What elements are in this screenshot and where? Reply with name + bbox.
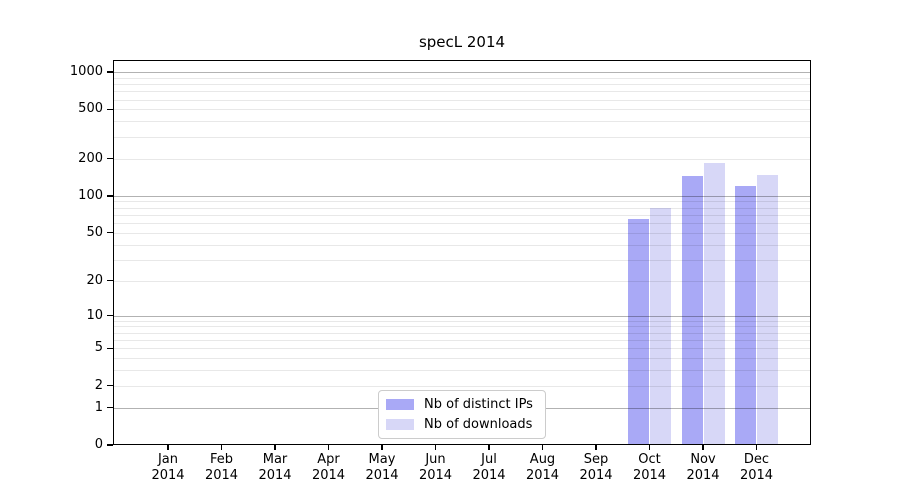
gridline-minor [113, 385, 811, 387]
gridline-minor [113, 158, 811, 160]
y-tick-mark [107, 384, 113, 387]
x-tick-mark [702, 445, 704, 450]
gridline-minor [113, 91, 811, 93]
gridline-minor [113, 358, 811, 360]
gridline-minor [113, 320, 811, 322]
y-tick-label: 1 [94, 399, 103, 415]
legend: Nb of distinct IPs Nb of downloads [378, 390, 546, 439]
x-tick-label: Apr 2014 [311, 452, 346, 483]
bar-downloads-nov [703, 163, 725, 445]
gridline-minor [113, 223, 811, 225]
bar-downloads-oct [650, 207, 671, 445]
legend-entry-distinct-ips: Nb of distinct IPs [386, 397, 533, 412]
y-tick-mark [107, 314, 113, 317]
x-tick-label: Mar 2014 [258, 452, 292, 483]
gridline-minor [113, 244, 811, 246]
y-tick-mark [107, 444, 113, 446]
x-tick-mark [595, 445, 597, 450]
legend-swatch-distinct-ips-icon [386, 399, 414, 410]
y-tick-mark [107, 195, 113, 197]
gridline-major [113, 315, 811, 317]
y-tick-label: 1000 [69, 64, 103, 80]
gridline-minor [113, 99, 811, 101]
legend-swatch-downloads-icon [386, 419, 414, 430]
x-tick-mark [434, 445, 437, 450]
bars-layer [113, 60, 811, 445]
y-tick-label: 0 [94, 437, 103, 452]
x-tick-label: Jun 2014 [418, 452, 453, 483]
y-tick-mark [107, 71, 113, 73]
x-tick-mark [541, 445, 544, 450]
y-tick-label: 5 [94, 340, 103, 356]
chart-title: specL 2014 [418, 33, 506, 51]
x-tick-label: Nov 2014 [686, 452, 720, 483]
gridline-minor [113, 259, 811, 261]
x-tick-label: May 2014 [365, 452, 399, 483]
x-tick-mark [274, 445, 276, 450]
y-tick-label: 10 [86, 307, 103, 323]
gridline-minor [113, 326, 811, 328]
gridline-minor [113, 84, 811, 86]
gridline-major [113, 195, 811, 197]
x-tick-mark [327, 445, 330, 450]
bar-downloads-dec [757, 175, 778, 445]
y-tick-mark [107, 347, 113, 350]
x-tick-label: Sep 2014 [579, 452, 613, 483]
x-tick-label: Oct 2014 [632, 452, 667, 483]
x-tick-mark [755, 445, 758, 450]
bar-distinct-ips-nov [681, 175, 703, 445]
y-tick-mark [107, 406, 113, 409]
gridline-minor [113, 214, 811, 216]
x-tick-label: Feb 2014 [204, 452, 239, 483]
x-tick-label: Jul 2014 [472, 452, 506, 483]
y-tick-mark [107, 279, 113, 282]
gridline-minor [113, 77, 811, 79]
gridline-minor [113, 280, 811, 282]
gridline-minor [113, 348, 811, 350]
x-tick-mark [167, 445, 169, 450]
y-tick-label: 50 [86, 224, 103, 240]
x-tick-label: Aug 2014 [525, 452, 560, 483]
gridline-minor [113, 136, 811, 138]
y-tick-label: 20 [86, 272, 103, 288]
gridline-minor [113, 207, 811, 209]
x-tick-mark [220, 445, 223, 450]
gridline-major [113, 72, 811, 74]
bar-distinct-ips-dec [735, 186, 756, 445]
x-tick-label: Jan 2014 [151, 452, 185, 483]
grid-layer [113, 60, 811, 445]
x-tick-label: Dec 2014 [739, 452, 774, 483]
y-tick-mark [107, 108, 113, 111]
legend-entry-downloads: Nb of downloads [386, 417, 533, 432]
y-tick-label: 100 [78, 187, 103, 203]
y-tick-label: 200 [78, 150, 103, 166]
x-tick-mark [648, 445, 651, 450]
y-tick-label: 500 [78, 101, 103, 117]
bar-distinct-ips-oct [628, 218, 649, 445]
y-tick-mark [107, 157, 113, 160]
legend-label-distinct-ips: Nb of distinct IPs [424, 397, 533, 412]
x-tick-mark [488, 445, 490, 450]
gridline-minor [113, 370, 811, 372]
gridline-minor [113, 121, 811, 123]
y-tick-mark [107, 231, 113, 234]
plot-area [113, 60, 811, 445]
gridline-minor [113, 109, 811, 111]
legend-label-downloads: Nb of downloads [424, 417, 533, 432]
gridline-minor [113, 339, 811, 341]
x-tick-mark [381, 445, 383, 450]
y-tick-label: 2 [94, 377, 103, 393]
gridline-minor [113, 201, 811, 203]
gridline-minor [113, 332, 811, 334]
gridline-minor [113, 232, 811, 234]
